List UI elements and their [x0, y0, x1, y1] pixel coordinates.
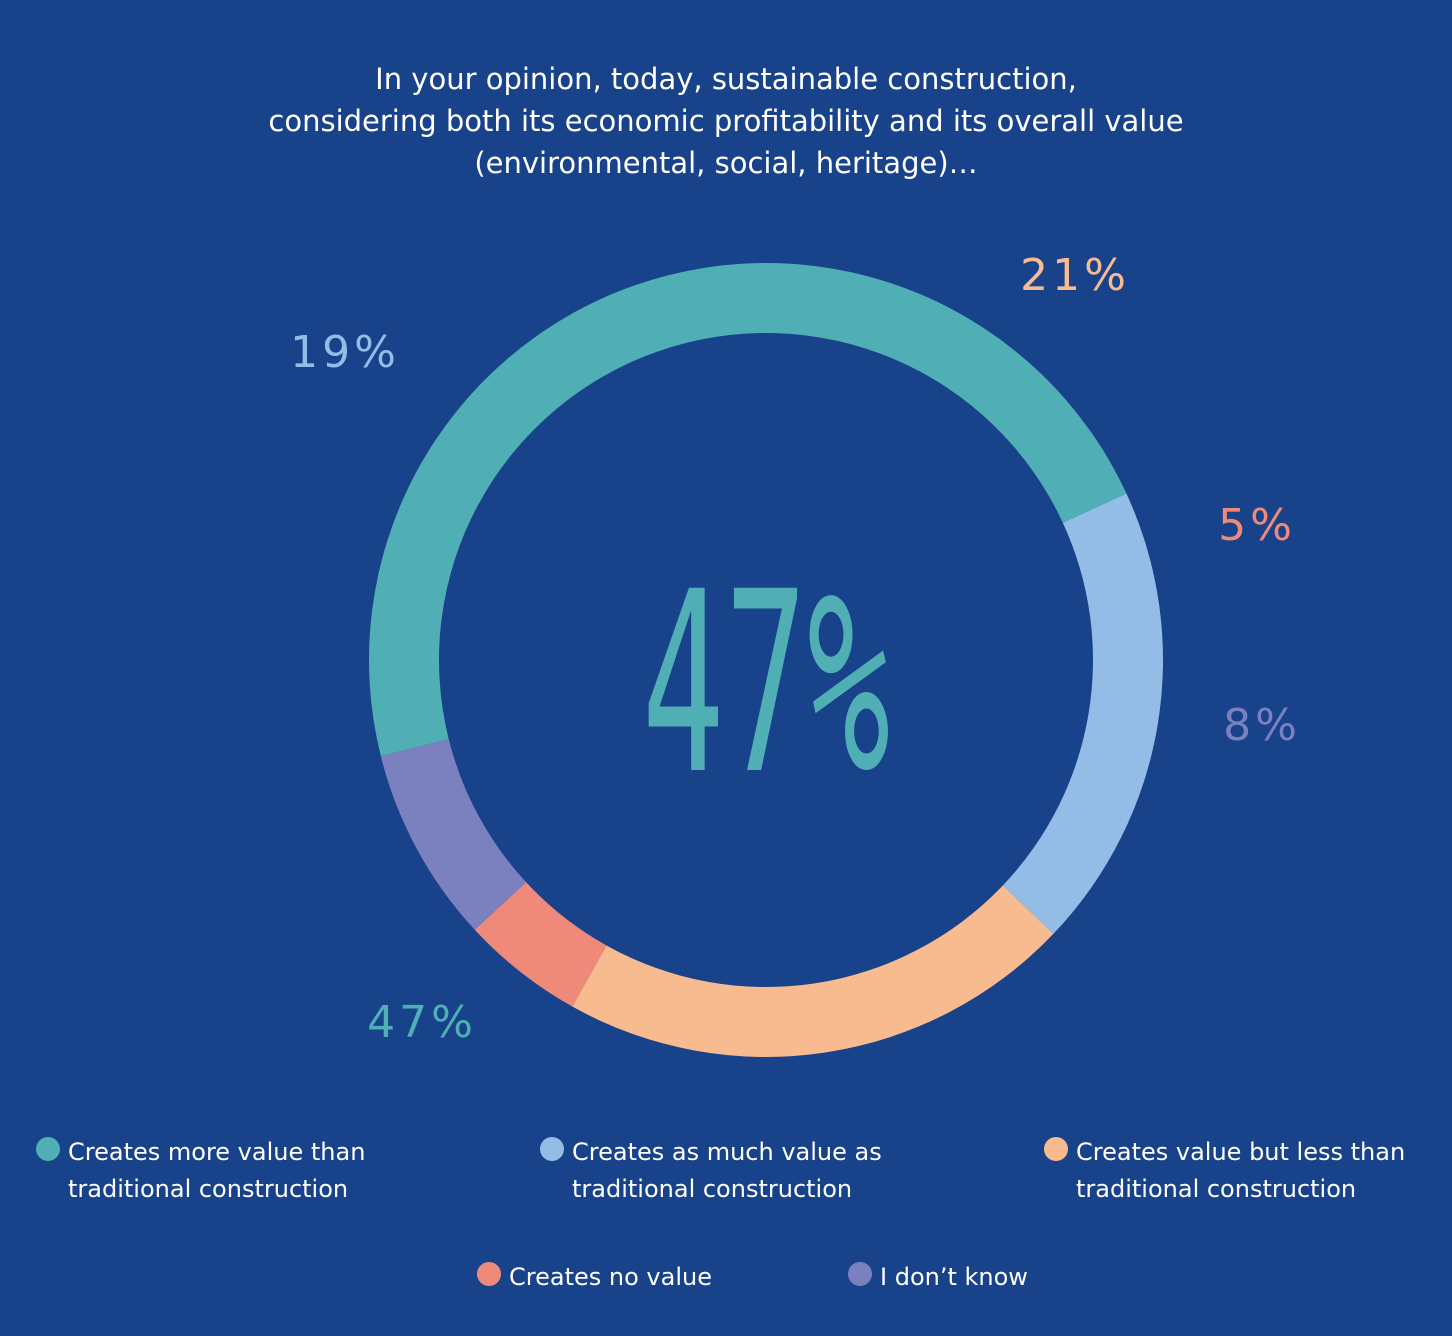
- donut-slice-3: [474, 882, 607, 1007]
- chart-title-line-1: In your opinion, today, sustainable cons…: [375, 62, 1077, 96]
- legend-label-2-line-1: traditional construction: [1076, 1175, 1357, 1203]
- slice-labels: 47% 19% 21% 5% 8%: [290, 250, 1301, 1048]
- donut-slice-4: [380, 739, 527, 930]
- chart-title-line-3: (environmental, social, heritage)…: [474, 146, 978, 180]
- donut-slice-2: [572, 885, 1054, 1057]
- legend-item-2: Creates value but less than traditional c…: [1044, 1134, 1405, 1208]
- legend-label-0-line-1: traditional construction: [68, 1175, 349, 1203]
- legend-swatch-0: [36, 1137, 60, 1161]
- slice-value-label-4: 8%: [1223, 700, 1301, 751]
- legend-item-0: Creates more value than traditional const…: [36, 1134, 365, 1208]
- legend-swatch-4: [848, 1262, 872, 1286]
- legend-label-2-line-0: Creates value but less than: [1076, 1138, 1406, 1166]
- slice-value-label-1: 19%: [290, 327, 400, 378]
- center-value-label: 47%: [642, 538, 890, 829]
- legend-label-1: Creates as much value as traditional cons…: [572, 1134, 882, 1208]
- donut-slices: [369, 263, 1163, 1057]
- legend-label-0-line-0: Creates more value than: [68, 1138, 366, 1166]
- legend-item-3: Creates no value: [477, 1259, 712, 1296]
- chart-title: In your opinion, today, sustainable cons…: [0, 58, 1452, 184]
- legend-item-4: I don’t know: [848, 1259, 1028, 1296]
- legend-label-1-line-0: Creates as much value as: [572, 1138, 882, 1166]
- legend-label-2: Creates value but less than traditional c…: [1076, 1134, 1405, 1208]
- legend-swatch-1: [540, 1137, 564, 1161]
- legend-label-3: Creates no value: [509, 1259, 712, 1296]
- legend-label-4: I don’t know: [880, 1259, 1028, 1296]
- chart-title-line-2: considering both its economic profitabil…: [268, 104, 1184, 138]
- donut-slice-1: [1002, 493, 1163, 934]
- legend-item-1: Creates as much value as traditional cons…: [540, 1134, 882, 1208]
- legend-swatch-2: [1044, 1137, 1068, 1161]
- legend-swatch-3: [477, 1262, 501, 1286]
- slice-value-label-2: 21%: [1020, 250, 1130, 301]
- slice-value-label-0: 47%: [367, 997, 477, 1048]
- legend-label-3-line-0: Creates no value: [509, 1263, 712, 1291]
- slice-value-label-3: 5%: [1218, 500, 1296, 551]
- legend-label-0: Creates more value than traditional const…: [68, 1134, 365, 1208]
- legend-label-4-line-0: I don’t know: [880, 1263, 1028, 1291]
- donut-slice-0: [369, 263, 1127, 757]
- legend-label-1-line-1: traditional construction: [572, 1175, 853, 1203]
